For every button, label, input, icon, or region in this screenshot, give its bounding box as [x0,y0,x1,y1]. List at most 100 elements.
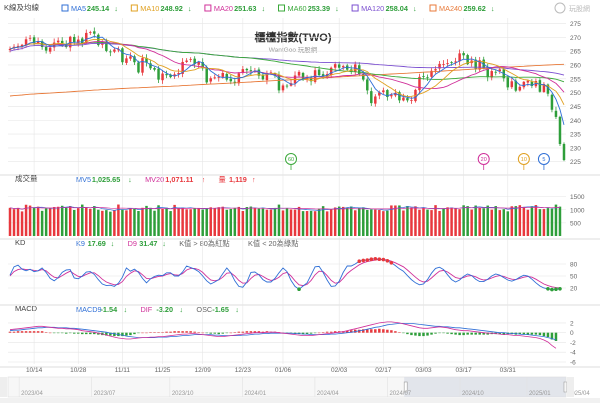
navigator-scroll-right[interactable] [567,377,574,397]
candle-body [486,67,489,78]
osc-bar [478,332,481,335]
range-navigator[interactable]: 2023/04 2023/07 2023/10 2024/01 2024/04 2024/… [0,376,600,403]
volume-legend-arrow: ↑ [202,175,206,184]
volume-bar [205,208,208,236]
volume-bar [558,206,562,236]
price-legend-swatch [204,4,212,12]
osc-bar [121,332,124,337]
candlestick [189,57,192,63]
osc-bar [48,332,52,334]
osc-bar [157,332,160,333]
navigator-label: 2024/10 [462,391,484,397]
kd-legend-item: K9 17.69 ↓ [76,239,114,248]
price-y-tick-label: 275 [570,21,581,28]
candle-body [333,64,337,68]
volume-bar [542,209,546,236]
candle-body [446,63,449,64]
date-tick-label: 11/11 [115,367,131,374]
osc-bar [249,331,253,333]
volume-bar [48,207,52,236]
price-legend-arrow: ↓ [491,4,495,13]
navigator-selection[interactable] [404,377,566,397]
candlestick [474,56,477,73]
navigator-handle-left[interactable] [403,381,408,393]
date-tick-label: 03/03 [415,367,432,374]
candlestick [502,68,506,82]
volume-bar [16,207,20,236]
osc-bar [60,332,64,334]
candlestick [337,61,341,71]
navigator-handle-right[interactable] [563,381,568,393]
osc-bar [438,332,441,334]
ma-marker-label: 10 [521,157,527,163]
dif-line [9,321,557,349]
candlestick [506,75,510,91]
volume-bar [273,207,277,236]
volume-bar [526,209,530,236]
volume-bar [434,205,437,236]
candle-body [129,56,132,59]
ma-marker-label: 20 [481,157,487,163]
volume-bar [341,206,345,236]
candle-body [418,76,421,91]
osc-bar [125,332,128,336]
volume-bar [554,204,558,236]
candle-body [89,32,92,33]
volume-bar [482,208,485,236]
volume-bar [85,207,88,236]
osc-bar [201,332,204,334]
candlestick [121,47,124,65]
candlestick [8,46,12,53]
candle-body [221,72,225,77]
candle-body [20,44,24,47]
kd-legend-item: K值 < 20為綠點 [248,239,299,248]
candle-body [478,60,481,70]
volume-bar [185,209,188,236]
volume-bar [374,209,377,236]
volume-bar [24,204,28,236]
navigator-scroll-left[interactable] [0,377,7,397]
candle-body [217,76,220,78]
kd-oversold-dot [554,287,558,292]
kd-overbought-dot [377,257,382,262]
osc-bar [486,332,489,335]
osc-bar [422,332,425,337]
osc-bar [309,332,313,334]
candlestick [125,55,128,65]
candle-body [374,96,377,104]
osc-bar [470,332,473,335]
kd-legend-name: K9 [76,239,85,248]
osc-bar [418,332,421,337]
osc-bar [321,332,325,333]
volume-bar [317,208,321,236]
candlestick [229,74,233,85]
volume-bar [12,209,16,236]
volume-bar [378,209,381,236]
candle-body [554,110,558,117]
osc-bar [181,331,184,333]
osc-bar [129,332,132,336]
osc-bar [28,331,32,333]
candle-body [169,74,172,78]
candlestick [241,65,245,75]
kd-overbought-dot [373,257,378,261]
volume-bar [358,207,361,236]
navigator-label: 2024/01 [244,391,266,397]
navigator-label: 2024/04 [317,391,339,397]
volume-bar [349,206,353,236]
kd-overbought-dot [357,259,362,264]
navigator-scrollbar[interactable] [0,398,600,403]
candle-body [378,92,381,96]
candlestick [386,89,389,101]
volume-bar [241,211,245,236]
macd-legend-arrow: ↓ [124,305,128,314]
candlestick [217,74,220,82]
macd-legend-name: MACD9 [76,305,102,314]
candle-body [48,47,52,52]
osc-bar [36,331,40,333]
candlestick [48,45,52,54]
volume-bar [450,207,453,236]
ma60-line [9,41,565,83]
volume-bar [269,209,273,236]
kd-legend-name: K值 < 20為綠點 [248,239,299,248]
